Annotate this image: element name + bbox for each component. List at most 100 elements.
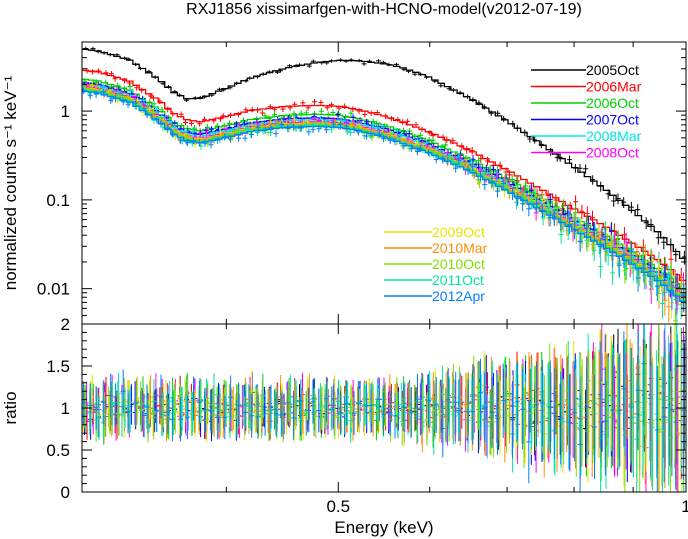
data-point: [427, 130, 433, 136]
ratio-point: [368, 383, 374, 428]
data-point: [157, 98, 163, 104]
data-point: [554, 200, 560, 217]
data-point: [611, 196, 617, 207]
ratio-point: [268, 384, 274, 429]
data-point: [154, 116, 160, 124]
data-point: [465, 165, 471, 176]
data-point: [509, 174, 515, 186]
data-point: [345, 128, 351, 136]
ratio-point: [465, 379, 471, 444]
data-point: [267, 103, 273, 110]
data-point: [141, 105, 147, 113]
data-point: [177, 93, 183, 97]
ratio-point: [141, 393, 147, 438]
data-point: [331, 120, 337, 128]
data-point: [324, 61, 330, 65]
data-point: [328, 59, 334, 63]
data-point: [268, 124, 274, 132]
data-point: [87, 82, 93, 90]
ratio-point: [355, 387, 360, 431]
data-point: [209, 93, 215, 97]
series-2012Apr: [82, 87, 686, 313]
data-point: [370, 122, 376, 129]
ratio-point: [399, 382, 405, 427]
data-point: [303, 109, 309, 117]
data-point: [211, 118, 217, 124]
ratio-point: [489, 376, 495, 449]
data-point: [291, 110, 297, 117]
data-point: [350, 114, 356, 121]
data-point: [539, 203, 545, 219]
data-point: [553, 194, 559, 207]
ratio-point: [151, 379, 157, 424]
data-point: [470, 97, 476, 103]
data-point: [343, 59, 349, 63]
data-point: [584, 206, 590, 222]
data-point: [635, 204, 641, 216]
data-point: [464, 146, 470, 154]
ratio-point: [510, 381, 515, 459]
data-point: [376, 59, 381, 63]
data-point: [125, 57, 131, 61]
ratio-point: [147, 375, 153, 419]
data-point: [399, 131, 405, 138]
data-point: [262, 127, 268, 134]
data-point: [356, 108, 362, 114]
data-point: [190, 128, 196, 136]
data-point: [469, 147, 475, 155]
ratio-point: [526, 400, 532, 483]
ratio-point: [681, 340, 686, 480]
data-point: [348, 129, 354, 137]
data-point: [661, 236, 667, 250]
ratio-point: [222, 395, 228, 440]
ratio-point: [82, 381, 86, 425]
data-point: [109, 71, 114, 77]
ratio-point: [185, 395, 191, 440]
data-point: [317, 121, 323, 129]
ratio-point: [627, 347, 633, 465]
data-point: [178, 111, 184, 118]
data-point: [415, 148, 420, 156]
y-tick-label: 0.5: [46, 441, 70, 460]
model-line-2012Apr: [82, 90, 686, 305]
ratio-point: [107, 390, 113, 435]
data-point: [445, 157, 451, 166]
data-point: [312, 99, 317, 105]
data-point: [209, 126, 214, 133]
data-point: [373, 120, 379, 127]
data-point: [329, 102, 334, 108]
data-point: [445, 148, 451, 157]
data-point: [122, 56, 127, 60]
data-point: [669, 282, 675, 310]
data-point: [208, 141, 214, 149]
ratio-point: [205, 380, 211, 424]
data-point: [374, 109, 380, 116]
data-point: [122, 77, 127, 84]
data-point: [259, 110, 265, 116]
data-point: [417, 145, 423, 153]
data-point: [319, 61, 325, 65]
ratio-point: [303, 391, 309, 436]
ratio-point: [324, 381, 330, 426]
ratio-point: [154, 388, 160, 432]
data-point: [202, 116, 207, 123]
y-tick-label: 1: [61, 102, 70, 121]
data-point: [267, 121, 273, 128]
data-point: [614, 235, 620, 258]
data-point: [197, 121, 203, 127]
ratio-point: [610, 354, 616, 466]
data-point: [647, 261, 653, 287]
data-point: [583, 164, 589, 174]
data-point: [146, 69, 152, 74]
data-point: [243, 107, 249, 113]
ratio-point: [115, 380, 121, 425]
data-point: [198, 130, 204, 137]
legend-label-2009Oct: 2009Oct: [432, 224, 485, 240]
data-point: [107, 52, 113, 57]
data-point: [170, 111, 176, 117]
data-point: [150, 108, 156, 116]
ratio-point: [654, 365, 660, 492]
data-point: [348, 110, 354, 117]
data-point: [287, 64, 292, 68]
